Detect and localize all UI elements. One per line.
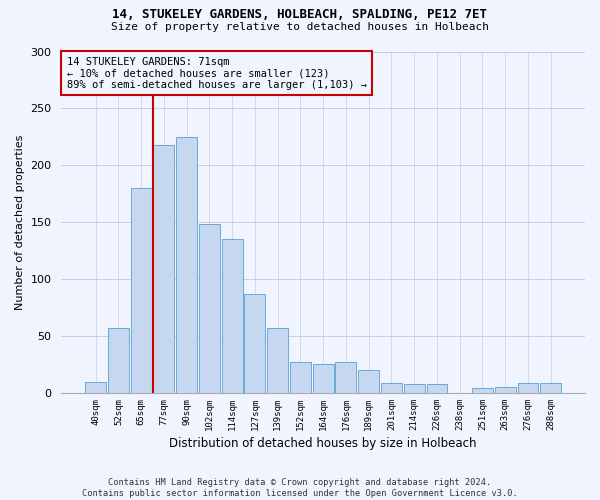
- Bar: [85, 382, 106, 393]
- Bar: [290, 362, 311, 393]
- Bar: [313, 364, 334, 393]
- Bar: [404, 384, 425, 393]
- Bar: [472, 388, 493, 393]
- Text: Contains HM Land Registry data © Crown copyright and database right 2024.
Contai: Contains HM Land Registry data © Crown c…: [82, 478, 518, 498]
- Bar: [244, 294, 265, 393]
- Bar: [495, 388, 515, 393]
- Bar: [222, 240, 242, 393]
- Bar: [131, 188, 152, 393]
- Bar: [176, 137, 197, 393]
- Text: 14, STUKELEY GARDENS, HOLBEACH, SPALDING, PE12 7ET: 14, STUKELEY GARDENS, HOLBEACH, SPALDING…: [113, 8, 487, 20]
- X-axis label: Distribution of detached houses by size in Holbeach: Distribution of detached houses by size …: [169, 437, 477, 450]
- Y-axis label: Number of detached properties: Number of detached properties: [15, 134, 25, 310]
- Bar: [427, 384, 448, 393]
- Bar: [335, 362, 356, 393]
- Bar: [108, 328, 129, 393]
- Bar: [154, 145, 175, 393]
- Bar: [199, 224, 220, 393]
- Bar: [381, 382, 402, 393]
- Bar: [358, 370, 379, 393]
- Bar: [267, 328, 288, 393]
- Bar: [518, 382, 538, 393]
- Text: Size of property relative to detached houses in Holbeach: Size of property relative to detached ho…: [111, 22, 489, 32]
- Bar: [540, 382, 561, 393]
- Text: 14 STUKELEY GARDENS: 71sqm
← 10% of detached houses are smaller (123)
89% of sem: 14 STUKELEY GARDENS: 71sqm ← 10% of deta…: [67, 56, 367, 90]
